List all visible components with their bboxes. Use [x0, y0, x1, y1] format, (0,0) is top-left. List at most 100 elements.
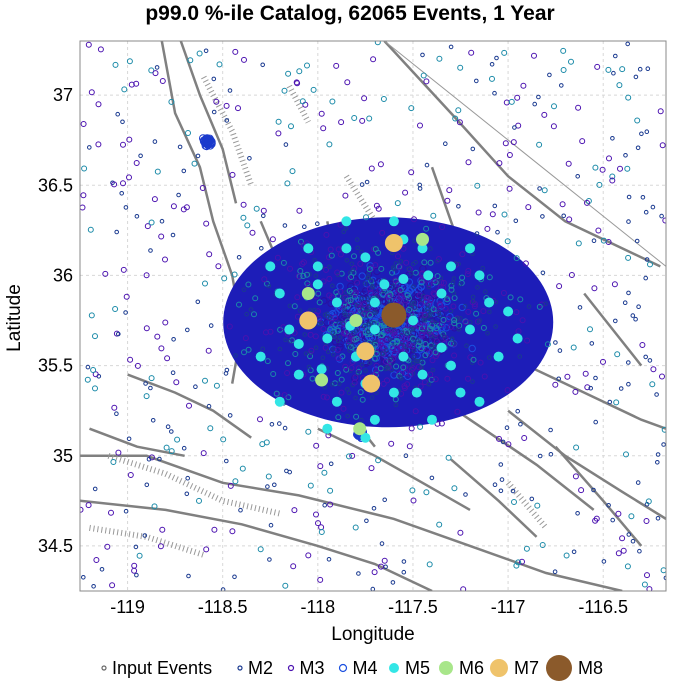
- event-marker-m2: [440, 279, 447, 286]
- event-marker-m2: [333, 62, 340, 69]
- event-marker-m2: [448, 44, 454, 50]
- event-marker-m2: [345, 387, 350, 392]
- event-marker-m2: [364, 331, 371, 338]
- event-marker-m2: [84, 376, 91, 383]
- event-marker-m2: [432, 376, 439, 383]
- event-marker-m2: [206, 403, 212, 409]
- event-marker-m2: [277, 346, 283, 352]
- event-marker-m2: [377, 341, 384, 348]
- event-marker-m6: [353, 422, 367, 436]
- event-marker-m2: [480, 308, 487, 315]
- event-marker-m2: [429, 357, 436, 364]
- event-marker-m2: [157, 543, 164, 550]
- event-marker-m2: [305, 428, 312, 435]
- event-marker-m2: [375, 205, 382, 212]
- event-marker-m2: [609, 173, 616, 180]
- event-marker-m2: [464, 271, 471, 278]
- event-marker-m2: [396, 264, 403, 270]
- event-marker-m5: [369, 297, 380, 308]
- event-marker-m2: [433, 338, 440, 345]
- event-marker-m2: [331, 334, 337, 340]
- event-marker-m2: [300, 273, 307, 279]
- event-marker-m2: [481, 373, 488, 380]
- event-marker-m2: [536, 94, 541, 100]
- event-marker-m2: [233, 353, 238, 358]
- event-marker-m2: [510, 488, 516, 494]
- legend-label: Input Events: [112, 658, 212, 678]
- event-marker-m2: [626, 360, 631, 365]
- event-marker-m2: [334, 346, 341, 353]
- event-marker-m2: [537, 186, 542, 191]
- event-marker-m2: [344, 79, 351, 86]
- event-marker-m2: [169, 429, 174, 434]
- event-marker-m2: [327, 315, 333, 321]
- event-marker-m5: [341, 216, 352, 227]
- event-marker-m2: [433, 325, 440, 332]
- event-marker-m2: [238, 507, 243, 513]
- event-marker-m2: [115, 449, 122, 456]
- event-marker-m2: [397, 286, 404, 293]
- event-marker-m2: [366, 115, 373, 122]
- event-marker-m2: [619, 535, 626, 542]
- event-marker-m2: [430, 212, 437, 219]
- event-marker-m2: [394, 345, 401, 352]
- event-marker-m2: [415, 364, 422, 370]
- event-marker-m2: [547, 72, 552, 78]
- event-marker-m2: [626, 381, 631, 387]
- event-marker-m2: [300, 259, 307, 266]
- event-marker-m2: [112, 61, 119, 68]
- event-marker-m6: [349, 314, 363, 327]
- event-marker-m2: [341, 330, 348, 337]
- event-marker-m2: [592, 164, 599, 171]
- event-marker-m2: [229, 528, 236, 535]
- event-marker-m2: [126, 436, 132, 442]
- event-marker-m2: [109, 582, 116, 589]
- event-marker-m2: [517, 354, 523, 359]
- event-marker-m2: [111, 181, 118, 188]
- event-marker-m2: [385, 366, 391, 371]
- event-marker-m2: [148, 385, 153, 391]
- event-marker-m2: [456, 119, 463, 126]
- event-marker-m2: [543, 301, 548, 307]
- event-marker-m4: [382, 343, 391, 351]
- event-marker-m2: [325, 254, 332, 261]
- event-marker-m2: [126, 136, 133, 143]
- event-marker-m2: [265, 473, 272, 480]
- event-marker-m2: [113, 330, 120, 337]
- event-marker-m2: [474, 231, 480, 236]
- event-marker-m2: [317, 576, 324, 583]
- event-marker-m2: [537, 453, 543, 459]
- event-marker-m2: [626, 194, 632, 200]
- event-marker-m2: [283, 142, 289, 147]
- event-marker-m2: [359, 362, 365, 368]
- event-marker-m2: [510, 139, 517, 146]
- y-tick-label: 37: [53, 85, 73, 105]
- event-marker-m2: [634, 117, 641, 124]
- event-marker-m5: [436, 342, 447, 353]
- event-marker-m2: [320, 355, 326, 361]
- event-marker-m2: [575, 511, 580, 516]
- event-marker-m2: [536, 303, 543, 310]
- event-marker-m2: [229, 171, 236, 178]
- event-marker-m2: [480, 265, 486, 271]
- event-marker-m2: [462, 303, 468, 309]
- event-marker-m2: [470, 379, 475, 384]
- event-marker-m2: [248, 307, 254, 312]
- event-marker-m2: [272, 482, 277, 488]
- event-marker-m2: [400, 245, 407, 252]
- event-marker-m2: [445, 454, 452, 461]
- event-marker-m2: [430, 319, 435, 324]
- event-marker-m2: [414, 337, 420, 343]
- y-tick-label: 35.5: [38, 356, 73, 376]
- event-marker-m2: [448, 308, 454, 314]
- event-marker-m2: [556, 376, 562, 382]
- event-marker-m2: [643, 518, 650, 524]
- event-marker-m2: [142, 533, 148, 538]
- event-marker-m2: [159, 78, 166, 84]
- event-marker-m2: [287, 338, 293, 344]
- event-marker-m2: [475, 209, 482, 216]
- event-marker-m2: [451, 485, 458, 492]
- event-marker-m4: [404, 372, 412, 380]
- event-marker-m4: [442, 324, 450, 332]
- event-marker-m2: [426, 281, 433, 288]
